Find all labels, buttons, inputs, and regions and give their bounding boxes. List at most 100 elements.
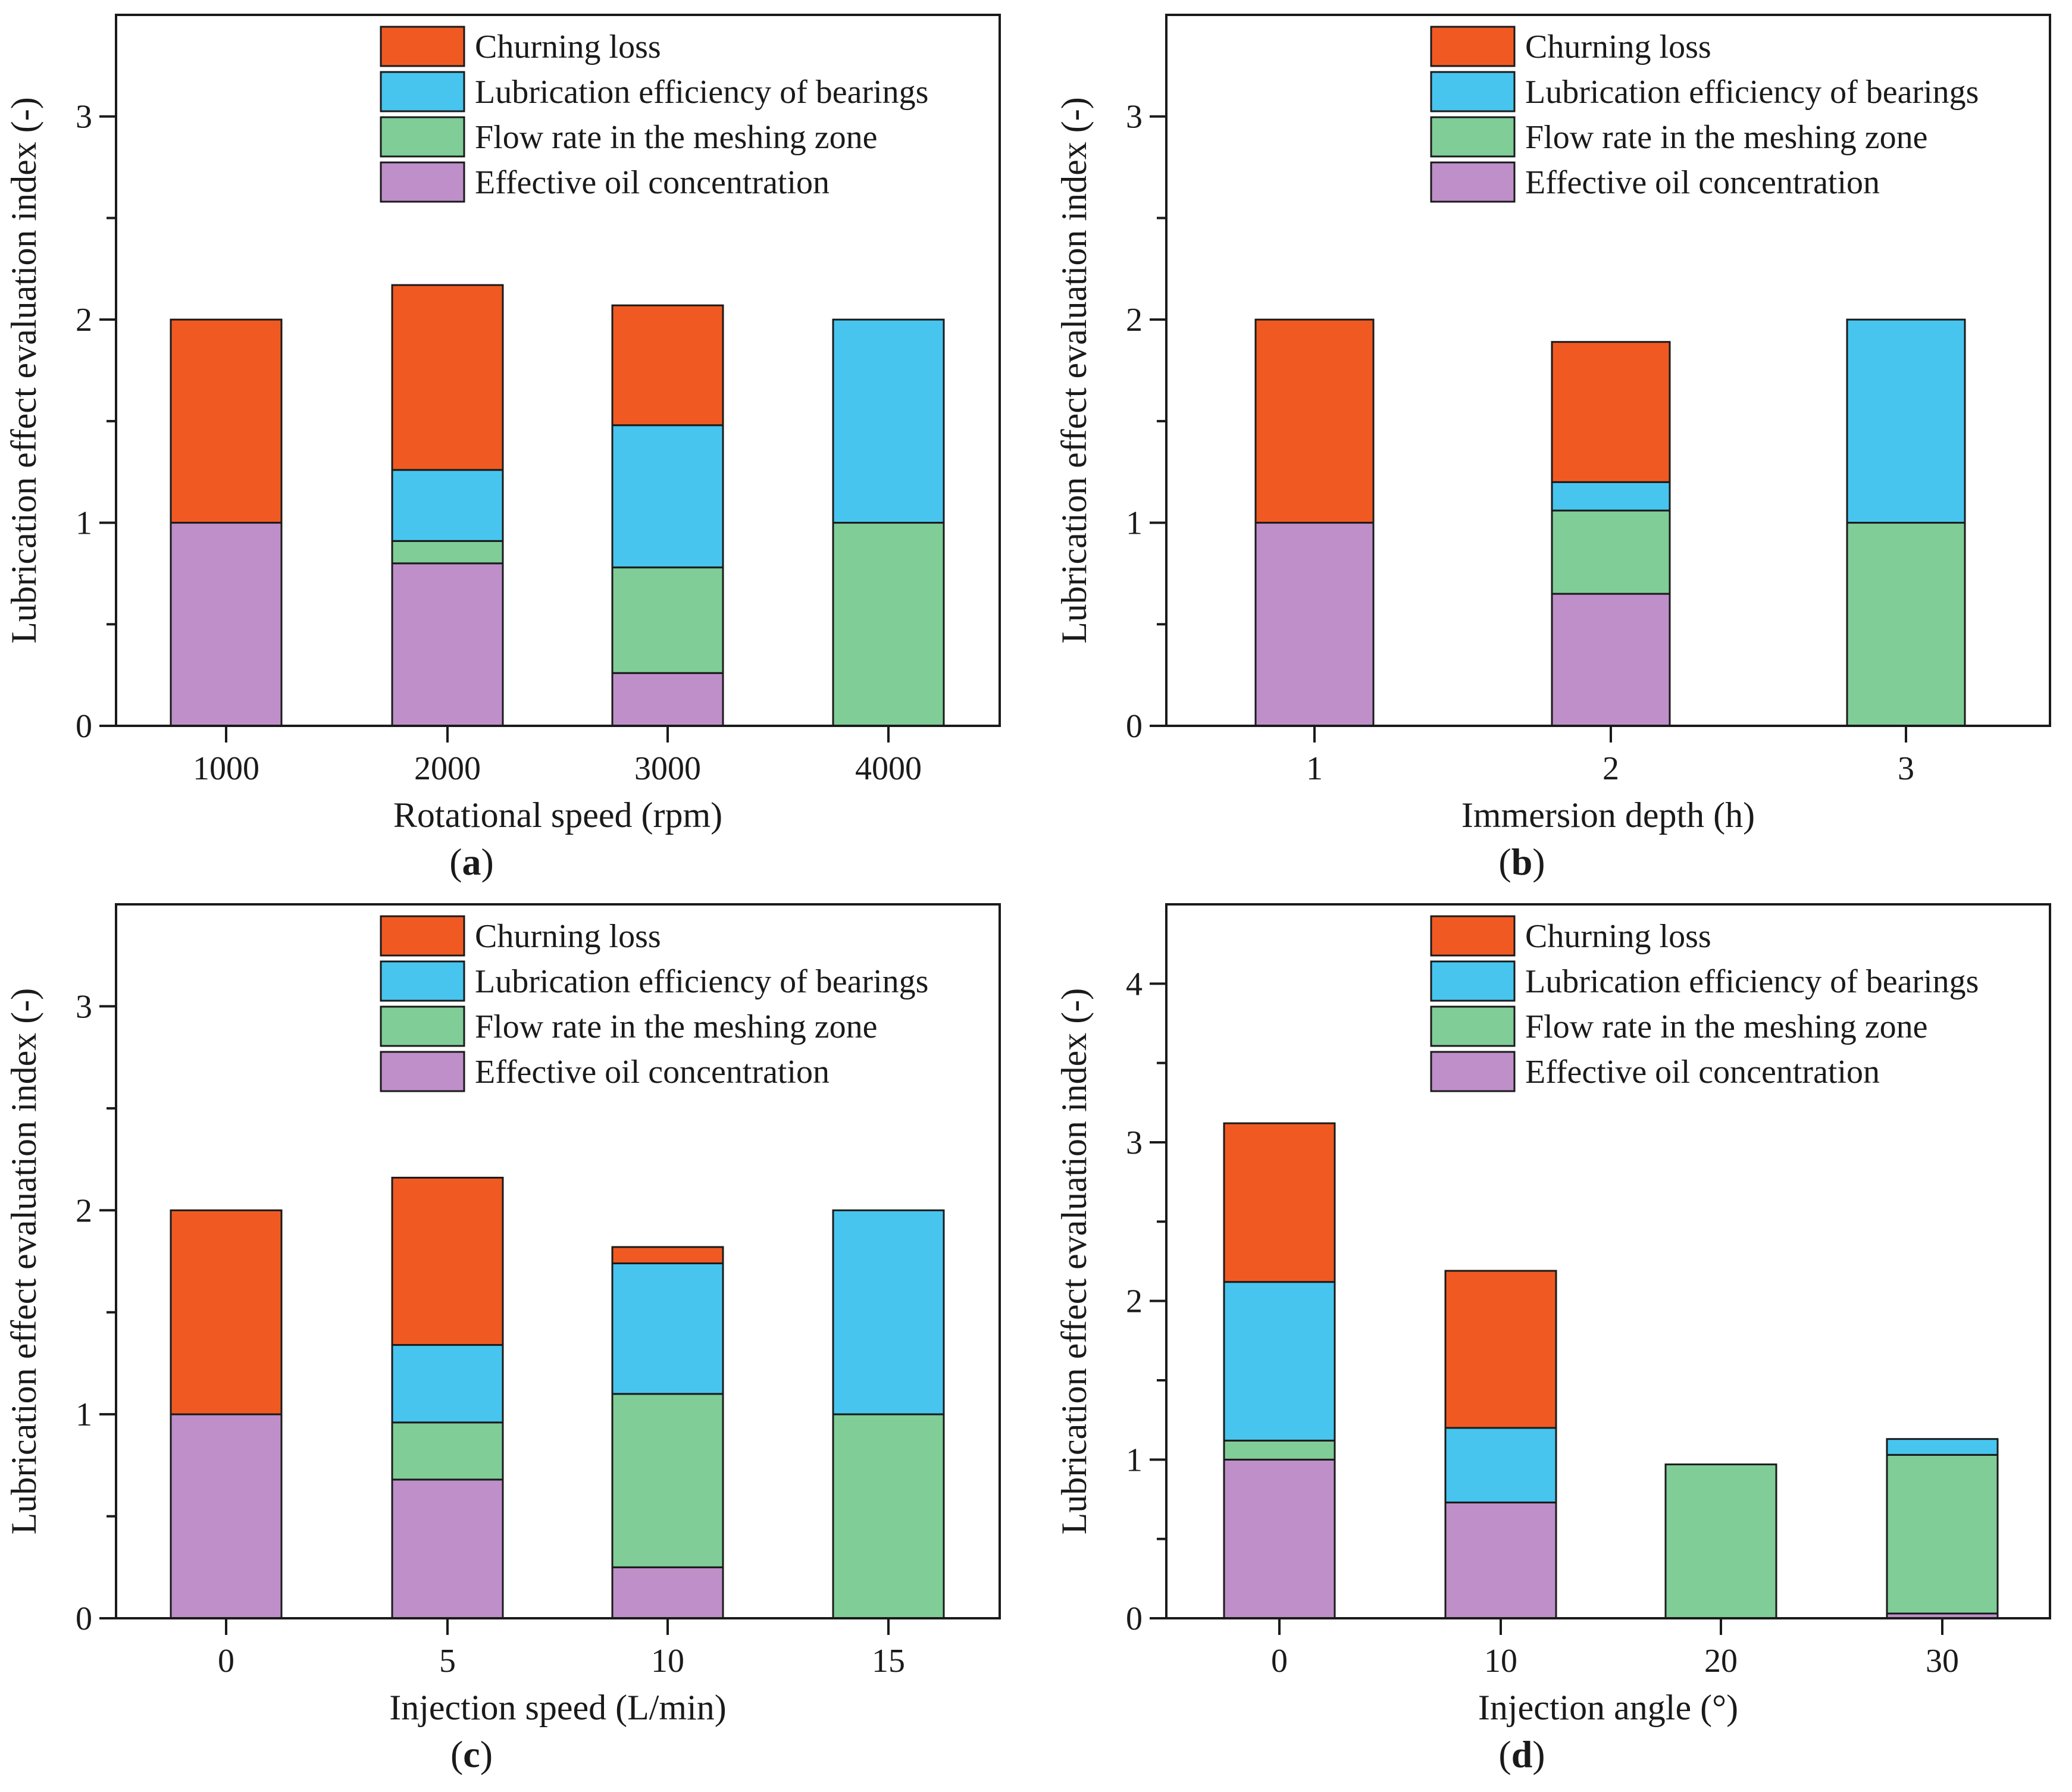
x-tick-label: 4000 bbox=[855, 750, 922, 787]
bar-effective-oil-concentration-5 bbox=[391, 1478, 504, 1619]
y-axis-label: Lubrication effect evaluation index (-) bbox=[1054, 97, 1094, 644]
y-tick-label: 2 bbox=[76, 302, 92, 339]
y-axis-label: Lubrication effect evaluation index (-) bbox=[4, 988, 43, 1535]
legend-swatch bbox=[380, 116, 465, 158]
legend-label: Effective oil concentration bbox=[1525, 1054, 1880, 1091]
y-tick-label: 0 bbox=[1126, 708, 1143, 745]
legend-swatch bbox=[380, 26, 465, 67]
y-tick-label: 3 bbox=[1126, 99, 1143, 136]
y-tick-label: 4 bbox=[1126, 966, 1143, 1002]
bar-churning-loss-10 bbox=[1444, 1270, 1557, 1429]
legend-swatch bbox=[380, 1051, 465, 1092]
legend-label: Flow rate in the meshing zone bbox=[475, 119, 878, 156]
legend-swatch bbox=[1430, 116, 1516, 158]
y-tick-label: 1 bbox=[76, 1396, 92, 1433]
bar-effective-oil-concentration-1 bbox=[1254, 522, 1375, 727]
legend-label: Churning loss bbox=[475, 918, 661, 955]
y-tick-label: 1 bbox=[76, 505, 92, 542]
legend-label: Lubrication efficiency of bearings bbox=[475, 963, 928, 1000]
bar-lubrication-efficiency-of-bearings-30 bbox=[1886, 1438, 1999, 1456]
y-tick-label: 2 bbox=[76, 1192, 92, 1229]
bar-lubrication-efficiency-of-bearings-4000 bbox=[832, 318, 945, 524]
legend-swatch bbox=[380, 960, 465, 1002]
bar-lubrication-efficiency-of-bearings-10 bbox=[611, 1262, 724, 1395]
y-axis-label: Lubrication effect evaluation index (-) bbox=[4, 97, 43, 644]
y-tick-label: 2 bbox=[1126, 302, 1143, 339]
x-tick-label: 3 bbox=[1898, 750, 1914, 787]
legend-swatch bbox=[1430, 161, 1516, 203]
bar-flow-rate-in-the-meshing-zone-2000 bbox=[391, 540, 504, 565]
chart-panel-a: 0 1 2 3 1000 2000 3000 4000 Rotational speed (rp… bbox=[4, 14, 1001, 883]
bar-effective-oil-concentration-1000 bbox=[170, 522, 283, 727]
panel-label: (b) bbox=[1498, 841, 1545, 883]
bar-churning-loss-1 bbox=[1254, 318, 1375, 524]
x-tick-label: 2 bbox=[1602, 750, 1619, 787]
bar-effective-oil-concentration-3000 bbox=[611, 672, 724, 727]
legend-label: Flow rate in the meshing zone bbox=[1525, 1008, 1928, 1045]
panel-label: (c) bbox=[450, 1733, 493, 1775]
y-tick-label: 1 bbox=[1126, 505, 1143, 542]
x-axis-label: Rotational speed (rpm) bbox=[393, 795, 722, 835]
bar-flow-rate-in-the-meshing-zone-4000 bbox=[832, 522, 945, 727]
bar-lubrication-efficiency-of-bearings-0 bbox=[1223, 1281, 1336, 1442]
legend-label: Effective oil concentration bbox=[475, 1054, 830, 1091]
x-tick-label: 20 bbox=[1704, 1643, 1738, 1680]
bar-churning-loss-1000 bbox=[170, 318, 283, 524]
bar-effective-oil-concentration-0 bbox=[170, 1413, 283, 1619]
legend-swatch bbox=[1430, 26, 1516, 67]
bar-lubrication-efficiency-of-bearings-3000 bbox=[611, 424, 724, 569]
legend-label: Churning loss bbox=[1525, 918, 1711, 955]
y-tick-label: 0 bbox=[76, 1600, 92, 1637]
plot-frame bbox=[1165, 14, 2051, 727]
legend-swatch bbox=[1430, 71, 1516, 112]
x-tick-label: 1 bbox=[1306, 750, 1323, 787]
x-tick-label: 10 bbox=[1484, 1643, 1517, 1680]
chart-panel-d: 0 1 2 3 4 0 10 20 30 Injection angle (°) Lubricati… bbox=[1054, 903, 2051, 1775]
y-tick-label: 2 bbox=[1126, 1283, 1143, 1320]
chart-panel-b: 0 1 2 3 1 2 3 Immersion depth (h) Lubrication ef… bbox=[1054, 14, 2051, 883]
y-tick-label: 3 bbox=[76, 988, 92, 1025]
y-tick-label: 0 bbox=[1126, 1600, 1143, 1637]
legend-label: Churning loss bbox=[475, 29, 661, 65]
x-tick-label: 2000 bbox=[414, 750, 481, 787]
y-tick-label: 0 bbox=[76, 708, 92, 745]
plot-frame bbox=[115, 903, 1001, 1619]
bar-flow-rate-in-the-meshing-zone-10 bbox=[611, 1393, 724, 1568]
legend-label: Flow rate in the meshing zone bbox=[475, 1008, 878, 1045]
x-tick-label: 0 bbox=[218, 1643, 234, 1680]
panel-label: (a) bbox=[449, 841, 494, 883]
bar-flow-rate-in-the-meshing-zone-3 bbox=[1846, 522, 1966, 727]
x-tick-label: 10 bbox=[651, 1643, 684, 1680]
y-axis-label: Lubrication effect evaluation index (-) bbox=[1054, 988, 1094, 1535]
y-tick-label: 1 bbox=[1126, 1442, 1143, 1478]
chart-panel-c: 0 1 2 3 0 5 10 15 Injection speed (L/min) Lubrica… bbox=[4, 903, 1001, 1775]
legend-swatch bbox=[380, 1005, 465, 1047]
bar-effective-oil-concentration-10 bbox=[611, 1566, 724, 1619]
bar-churning-loss-0 bbox=[170, 1209, 283, 1415]
x-axis-label: Immersion depth (h) bbox=[1461, 795, 1755, 835]
bar-churning-loss-3000 bbox=[611, 304, 724, 427]
bar-lubrication-efficiency-of-bearings-5 bbox=[391, 1344, 504, 1424]
bar-lubrication-efficiency-of-bearings-2 bbox=[1551, 481, 1671, 512]
bar-lubrication-efficiency-of-bearings-2000 bbox=[391, 469, 504, 542]
bar-churning-loss-2 bbox=[1551, 341, 1671, 483]
plot-frame bbox=[1165, 903, 2051, 1619]
legend-label: Effective oil concentration bbox=[475, 164, 830, 201]
panel-label: (d) bbox=[1498, 1733, 1545, 1775]
legend-label: Flow rate in the meshing zone bbox=[1525, 119, 1928, 156]
bar-flow-rate-in-the-meshing-zone-30 bbox=[1886, 1453, 1999, 1615]
legend-swatch bbox=[380, 161, 465, 203]
bar-churning-loss-2000 bbox=[391, 284, 504, 471]
y-tick-label: 3 bbox=[76, 99, 92, 136]
bar-flow-rate-in-the-meshing-zone-20 bbox=[1664, 1463, 1777, 1619]
bar-lubrication-efficiency-of-bearings-15 bbox=[832, 1209, 945, 1415]
bar-effective-oil-concentration-2 bbox=[1551, 593, 1671, 727]
bar-effective-oil-concentration-10 bbox=[1444, 1501, 1557, 1619]
x-tick-label: 1000 bbox=[193, 750, 259, 787]
legend-label: Churning loss bbox=[1525, 29, 1711, 65]
bar-churning-loss-5 bbox=[391, 1176, 504, 1346]
bar-churning-loss-10 bbox=[611, 1246, 724, 1264]
x-axis-label: Injection speed (L/min) bbox=[389, 1688, 726, 1727]
bar-flow-rate-in-the-meshing-zone-3000 bbox=[611, 566, 724, 674]
